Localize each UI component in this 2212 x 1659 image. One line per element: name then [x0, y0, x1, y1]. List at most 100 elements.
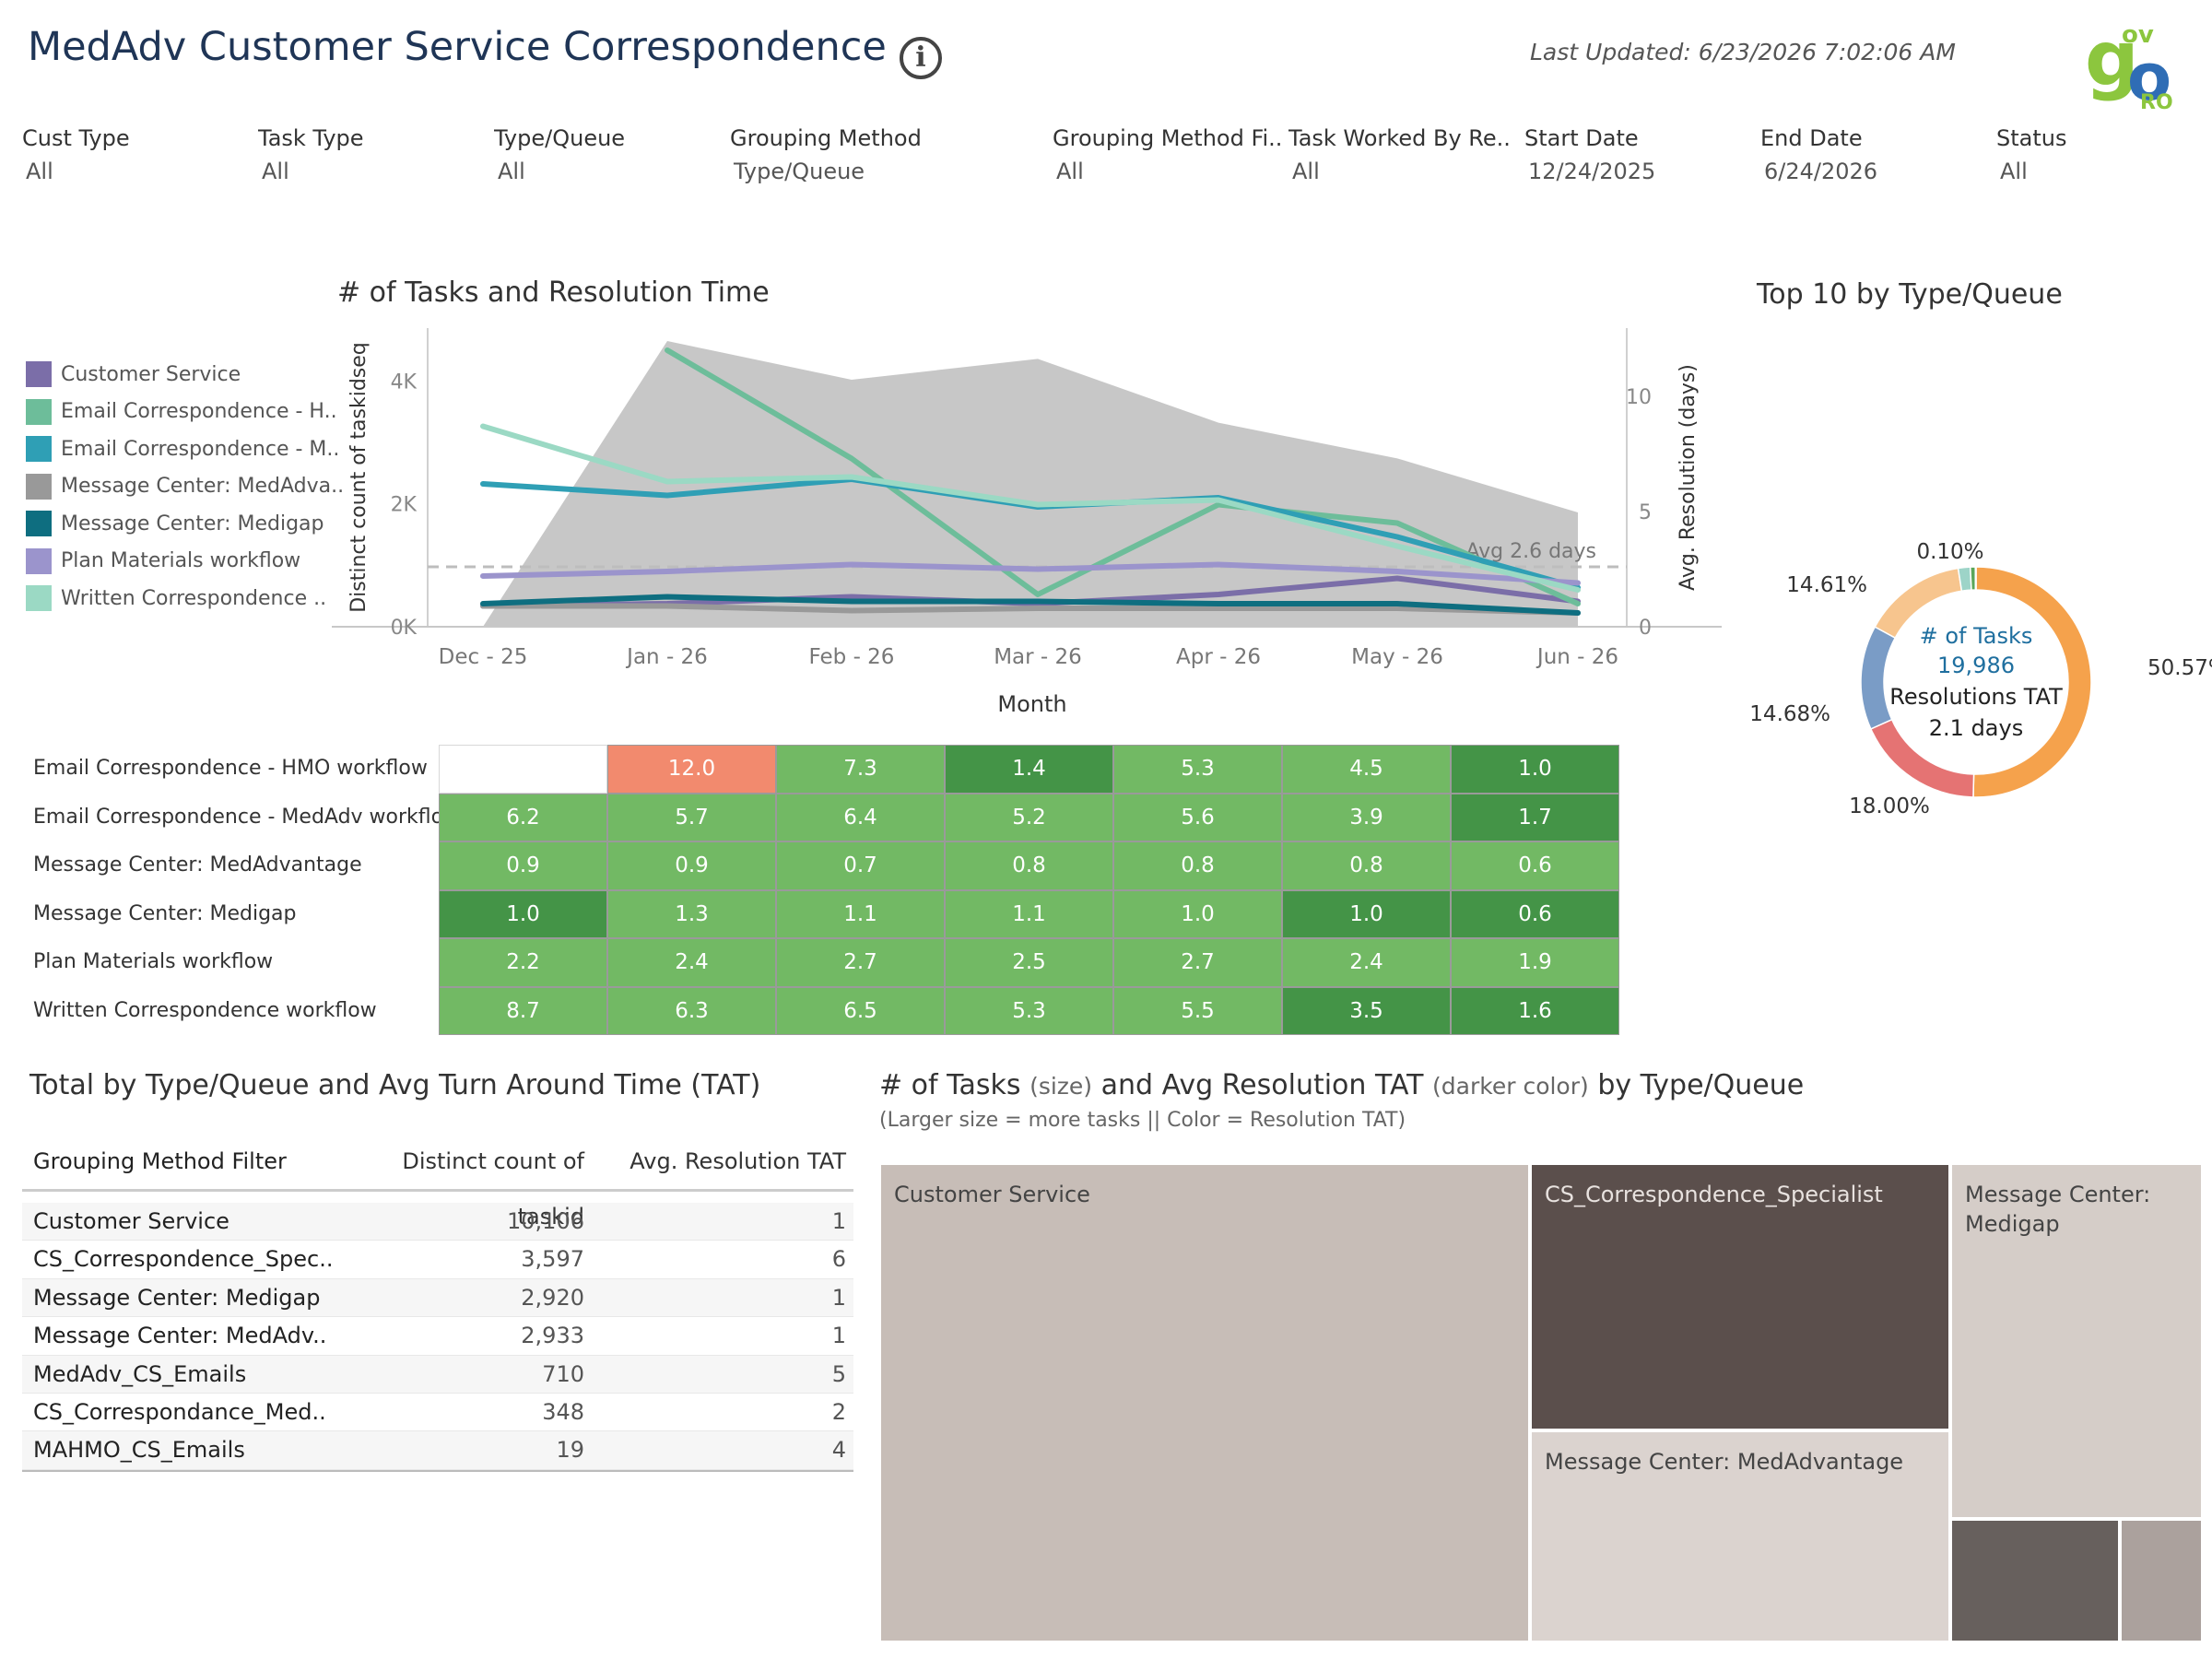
- cell-grouping-method: Message Center: MedAdv..: [33, 1323, 327, 1349]
- filter-value[interactable]: All: [262, 159, 289, 184]
- heatmap-cell[interactable]: 0.8: [945, 841, 1113, 890]
- heatmap-cell[interactable]: 5.7: [607, 793, 776, 841]
- treemap-tile[interactable]: CS_Correspondence_Specialist: [1530, 1163, 1950, 1430]
- heatmap-cell[interactable]: 3.5: [1282, 986, 1451, 1035]
- col-avg-tat[interactable]: Avg. Resolution TAT: [629, 1148, 846, 1174]
- summary-body: Customer Service 10,106 1 CS_Correspondence…: [22, 1203, 853, 1472]
- table-row[interactable]: CS_Correspondance_Med.. 348 2: [22, 1394, 853, 1432]
- heatmap-cell[interactable]: [439, 745, 607, 794]
- filter-cust-type[interactable]: Cust Type All: [22, 125, 253, 184]
- legend-item[interactable]: Written Correspondence ..: [26, 580, 344, 618]
- table-row[interactable]: Message Center: MedAdv.. 2,933 1: [22, 1317, 853, 1356]
- treemap-tile[interactable]: Customer Service: [879, 1163, 1530, 1642]
- filter-task-type[interactable]: Task Type All: [258, 125, 488, 184]
- line-chart-legend: Customer Service Email Correspondence - …: [26, 356, 344, 618]
- heatmap-cell[interactable]: 2.4: [1282, 938, 1451, 987]
- filter-type-queue[interactable]: Type/Queue All: [494, 125, 724, 184]
- treemap-tile[interactable]: [1950, 1519, 2120, 1642]
- heatmap-cell[interactable]: 8.7: [439, 986, 607, 1035]
- treemap-tile-label: CS_Correspondence_Specialist: [1545, 1182, 1883, 1207]
- legend-item[interactable]: Customer Service: [26, 356, 344, 394]
- heatmap-cell[interactable]: 6.4: [776, 793, 945, 841]
- filter-grouping-method-filter[interactable]: Grouping Method Fi.. All: [1053, 125, 1283, 184]
- donut-center-label2: Resolutions TAT: [1889, 684, 2063, 710]
- heatmap-cell[interactable]: 1.7: [1451, 793, 1619, 841]
- heatmap-row-label: Email Correspondence - MedAdv workflow: [33, 805, 461, 829]
- heatmap-cell[interactable]: 2.7: [1113, 938, 1282, 987]
- col-grouping-method[interactable]: Grouping Method Filter: [33, 1148, 287, 1174]
- series-line: [480, 561, 1581, 586]
- heatmap-cell[interactable]: 0.8: [1113, 841, 1282, 890]
- heatmap-cell[interactable]: 0.6: [1451, 889, 1619, 938]
- heatmap-cell[interactable]: 2.2: [439, 938, 607, 987]
- treemap-tile[interactable]: Message Center: Medigap: [1950, 1163, 2203, 1519]
- filter-value[interactable]: All: [26, 159, 53, 184]
- table-row[interactable]: Message Center: Medigap 2,920 1: [22, 1278, 853, 1318]
- info-icon[interactable]: i: [900, 37, 942, 79]
- donut-slice-label: 14.68%: [1751, 702, 1830, 726]
- heatmap-cell[interactable]: 1.0: [1451, 745, 1619, 794]
- filter-value[interactable]: 12/24/2025: [1528, 159, 1656, 184]
- heatmap-cell[interactable]: 1.1: [776, 889, 945, 938]
- heatmap-cell[interactable]: 2.7: [776, 938, 945, 987]
- filter-task-worked-by[interactable]: Task Worked By Re.. All: [1288, 125, 1519, 184]
- heatmap-cell[interactable]: 0.9: [439, 841, 607, 890]
- heatmap-cell[interactable]: 3.9: [1282, 793, 1451, 841]
- legend-item[interactable]: Plan Materials workflow: [26, 543, 344, 581]
- heatmap-cell[interactable]: 6.2: [439, 793, 607, 841]
- legend-item[interactable]: Email Correspondence - M..: [26, 430, 344, 468]
- heatmap-cell[interactable]: 0.6: [1451, 841, 1619, 890]
- page-title: MedAdv Customer Service Correspondence: [28, 24, 887, 70]
- heatmap-cell[interactable]: 7.3: [776, 745, 945, 794]
- filter-value[interactable]: 6/24/2026: [1764, 159, 1878, 184]
- heatmap-cell[interactable]: 0.9: [607, 841, 776, 890]
- cell-grouping-method: Customer Service: [33, 1208, 229, 1234]
- table-row[interactable]: MedAdv_CS_Emails 710 5: [22, 1355, 853, 1394]
- filter-start-date[interactable]: Start Date 12/24/2025: [1524, 125, 1755, 184]
- legend-item[interactable]: Message Center: MedAdva..: [26, 468, 344, 506]
- heatmap-cell[interactable]: 5.3: [1113, 745, 1282, 794]
- heatmap-cell[interactable]: 2.4: [607, 938, 776, 987]
- table-row[interactable]: CS_Correspondence_Spec.. 3,597 6: [22, 1241, 853, 1279]
- cell-avg-tat: 1: [831, 1323, 846, 1349]
- heatmap-cell[interactable]: 5.6: [1113, 793, 1282, 841]
- filter-grouping-method[interactable]: Grouping Method Type/Queue: [730, 125, 1034, 184]
- treemap-tile-label: Message Center: Medigap: [1965, 1182, 2151, 1237]
- table-row[interactable]: Customer Service 10,106 1: [22, 1203, 853, 1241]
- heatmap-cell[interactable]: 1.6: [1451, 986, 1619, 1035]
- filter-value[interactable]: All: [498, 159, 525, 184]
- filter-value[interactable]: All: [2000, 159, 2028, 184]
- heatmap-cell[interactable]: 1.1: [945, 889, 1113, 938]
- filter-value[interactable]: Type/Queue: [734, 159, 865, 184]
- heatmap-cell[interactable]: 0.8: [1282, 841, 1451, 890]
- filter-end-date[interactable]: End Date 6/24/2026: [1760, 125, 1991, 184]
- resolution-heatmap: Email Correspondence - HMO workflow 12.0 7…: [22, 745, 1619, 1035]
- y-tick-label: 4K: [391, 371, 418, 394]
- heatmap-cell[interactable]: 12.0: [607, 745, 776, 794]
- heatmap-row: Email Correspondence - HMO workflow 12.0 7…: [22, 745, 1619, 794]
- filter-value[interactable]: All: [1292, 159, 1320, 184]
- treemap-tile[interactable]: Message Center: MedAdvantage: [1530, 1430, 1950, 1642]
- heatmap-cell[interactable]: 1.0: [439, 889, 607, 938]
- heatmap-cell[interactable]: 5.5: [1113, 986, 1282, 1035]
- treemap-tile[interactable]: [2120, 1519, 2203, 1642]
- heatmap-cell[interactable]: 5.3: [945, 986, 1113, 1035]
- donut-slice-label: 14.61%: [1786, 573, 1867, 597]
- heatmap-cell[interactable]: 1.0: [1113, 889, 1282, 938]
- col-distinct-count[interactable]: Distinct count of taskid: [402, 1148, 584, 1230]
- table-row[interactable]: MAHMO_CS_Emails 19 4: [22, 1431, 853, 1470]
- heatmap-cell[interactable]: 6.5: [776, 986, 945, 1035]
- heatmap-cell[interactable]: 2.5: [945, 938, 1113, 987]
- heatmap-cell[interactable]: 6.3: [607, 986, 776, 1035]
- heatmap-cell[interactable]: 4.5: [1282, 745, 1451, 794]
- filter-status[interactable]: Status All: [1996, 125, 2181, 184]
- heatmap-cell[interactable]: 1.0: [1282, 889, 1451, 938]
- filter-value[interactable]: All: [1056, 159, 1084, 184]
- legend-item[interactable]: Message Center: Medigap: [26, 505, 344, 543]
- heatmap-cell[interactable]: 1.4: [945, 745, 1113, 794]
- heatmap-cell[interactable]: 5.2: [945, 793, 1113, 841]
- heatmap-cell[interactable]: 1.9: [1451, 938, 1619, 987]
- heatmap-cell[interactable]: 0.7: [776, 841, 945, 890]
- heatmap-cell[interactable]: 1.3: [607, 889, 776, 938]
- legend-item[interactable]: Email Correspondence - H..: [26, 394, 344, 431]
